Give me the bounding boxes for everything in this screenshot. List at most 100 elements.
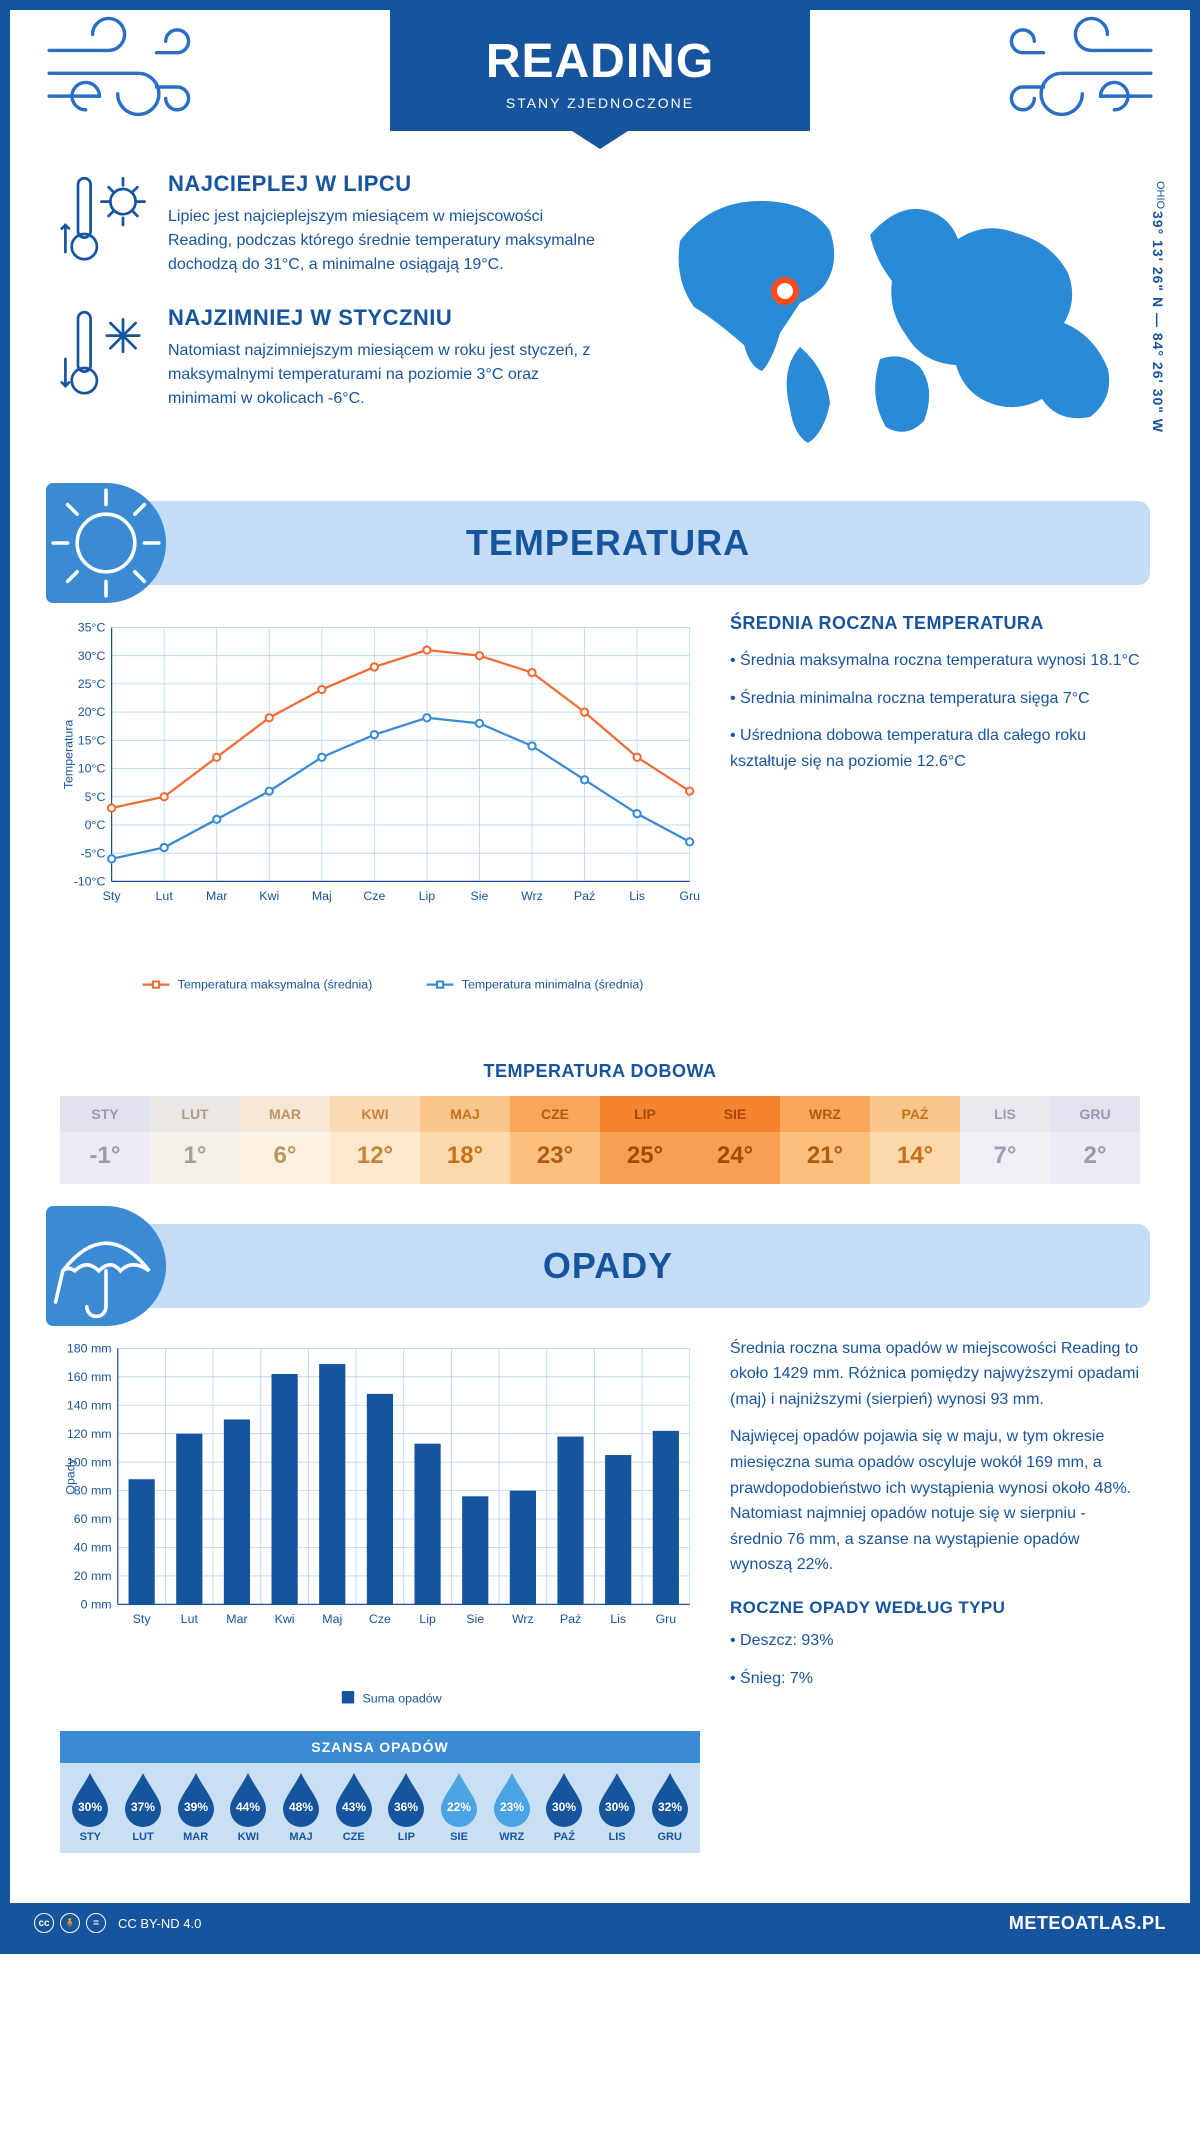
rain-chance-drop: 48%MAJ: [275, 1771, 328, 1843]
svg-text:36%: 36%: [394, 1800, 418, 1814]
svg-text:Temperatura maksymalna (średni: Temperatura maksymalna (średnia): [178, 978, 373, 992]
svg-text:Lis: Lis: [629, 889, 645, 903]
daily-temp-title: TEMPERATURA DOBOWA: [10, 1061, 1190, 1082]
brand-label: METEOATLAS.PL: [1009, 1913, 1166, 1934]
svg-text:22%: 22%: [447, 1800, 471, 1814]
svg-text:Wrz: Wrz: [512, 1612, 534, 1626]
svg-text:Maj: Maj: [322, 1612, 342, 1626]
rain-chance-title: SZANSA OPADÓW: [60, 1731, 700, 1763]
wind-icon-left: [40, 10, 200, 130]
thermometer-snow-icon: [60, 305, 150, 411]
wind-icon-right: [1000, 10, 1160, 130]
svg-text:30%: 30%: [78, 1800, 102, 1814]
rain-chance-drop: 36%LIP: [380, 1771, 433, 1843]
svg-text:Temperatura: Temperatura: [61, 720, 75, 790]
precip-chart-row: 0 mm20 mm40 mm60 mm80 mm100 mm120 mm140 …: [10, 1336, 1190, 1883]
svg-text:25°C: 25°C: [78, 677, 106, 691]
cc-icon: cc: [34, 1913, 54, 1933]
svg-text:180 mm: 180 mm: [67, 1341, 112, 1355]
by-icon: 🧍: [60, 1913, 80, 1933]
svg-text:43%: 43%: [342, 1800, 366, 1814]
precip-p2: Najwięcej opadów pojawia się w maju, w t…: [730, 1424, 1140, 1578]
temperature-section-header: TEMPERATURA: [50, 501, 1150, 585]
hottest-title: NAJCIEPLEJ W LIPCU: [168, 171, 600, 197]
svg-text:120 mm: 120 mm: [67, 1426, 112, 1440]
license-text: CC BY-ND 4.0: [118, 1916, 201, 1931]
svg-text:30°C: 30°C: [78, 649, 106, 663]
coords-label: 39° 13' 26" N — 84° 26' 30" W: [1150, 211, 1166, 433]
svg-text:0 mm: 0 mm: [81, 1597, 112, 1611]
svg-text:Lip: Lip: [419, 1612, 436, 1626]
summary-map-row: NAJCIEPLEJ W LIPCU Lipiec jest najcieple…: [10, 131, 1190, 481]
svg-text:Lis: Lis: [610, 1612, 626, 1626]
svg-text:48%: 48%: [289, 1800, 313, 1814]
hottest-text: Lipiec jest najcieplejszym miesiącem w m…: [168, 205, 600, 277]
daily-temp-cell: MAJ18°: [420, 1096, 510, 1184]
rain-chance-drop: 23%WRZ: [485, 1771, 538, 1843]
svg-text:5°C: 5°C: [85, 790, 106, 804]
daily-temp-cell: KWI12°: [330, 1096, 420, 1184]
daily-temp-cell: STY-1°: [60, 1096, 150, 1184]
svg-text:Sie: Sie: [466, 1612, 484, 1626]
daily-temp-cell: MAR6°: [240, 1096, 330, 1184]
hottest-block: NAJCIEPLEJ W LIPCU Lipiec jest najcieple…: [60, 171, 600, 277]
svg-text:44%: 44%: [236, 1800, 260, 1814]
svg-text:23%: 23%: [500, 1800, 524, 1814]
svg-text:Kwi: Kwi: [259, 889, 279, 903]
svg-text:40 mm: 40 mm: [74, 1540, 112, 1554]
thermometer-sun-icon: [60, 171, 150, 277]
summary-column: NAJCIEPLEJ W LIPCU Lipiec jest najcieple…: [60, 171, 600, 451]
rain-chance-drop: 44%KWI: [222, 1771, 275, 1843]
svg-text:37%: 37%: [131, 1800, 155, 1814]
coldest-block: NAJZIMNIEJ W STYCZNIU Natomiast najzimni…: [60, 305, 600, 411]
rain-chance-drop: 22%SIE: [433, 1771, 486, 1843]
license-block: cc 🧍 = CC BY-ND 4.0: [34, 1913, 201, 1933]
daily-temp-cell: SIE24°: [690, 1096, 780, 1184]
svg-text:60 mm: 60 mm: [74, 1512, 112, 1526]
precip-p1: Średnia roczna suma opadów w miejscowośc…: [730, 1336, 1140, 1413]
svg-text:15°C: 15°C: [78, 733, 106, 747]
rain-chance-drop: 30%STY: [64, 1771, 117, 1843]
svg-text:Lut: Lut: [156, 889, 174, 903]
daily-temp-cell: LIP25°: [600, 1096, 690, 1184]
state-label: OHIO: [1154, 181, 1166, 209]
temperature-chart-row: -10°C-5°C0°C5°C10°C15°C20°C25°C30°C35°CS…: [10, 613, 1190, 1051]
page-subtitle: STANY ZJEDNOCZONE: [390, 95, 810, 111]
svg-text:Cze: Cze: [369, 1612, 391, 1626]
page-title: READING: [390, 34, 810, 89]
svg-text:Paź: Paź: [560, 1612, 581, 1626]
svg-text:Lut: Lut: [181, 1612, 199, 1626]
temp-stat-bullet: • Średnia maksymalna roczna temperatura …: [730, 648, 1140, 674]
precip-type-item: • Śnieg: 7%: [730, 1666, 1140, 1692]
svg-text:30%: 30%: [552, 1800, 576, 1814]
daily-temp-cell: CZE23°: [510, 1096, 600, 1184]
svg-text:20°C: 20°C: [78, 705, 106, 719]
rain-chance-drop: 39%MAR: [169, 1771, 222, 1843]
daily-temp-table: STY-1°LUT1°MAR6°KWI12°MAJ18°CZE23°LIP25°…: [60, 1096, 1140, 1184]
daily-temp-cell: WRZ21°: [780, 1096, 870, 1184]
svg-text:Sie: Sie: [471, 889, 489, 903]
svg-text:Gru: Gru: [679, 889, 700, 903]
svg-text:30%: 30%: [605, 1800, 629, 1814]
rain-chance-drop: 30%LIS: [591, 1771, 644, 1843]
svg-text:Paź: Paź: [574, 889, 595, 903]
svg-text:Suma opadów: Suma opadów: [362, 1691, 441, 1705]
world-map: OHIO 39° 13' 26" N — 84° 26' 30" W: [640, 171, 1140, 451]
svg-text:-5°C: -5°C: [81, 846, 106, 860]
rain-chance-drop: 37%LUT: [117, 1771, 170, 1843]
temperature-stats: ŚREDNIA ROCZNA TEMPERATURA • Średnia mak…: [730, 613, 1140, 1021]
svg-text:0°C: 0°C: [85, 818, 106, 832]
temp-stat-bullet: • Średnia minimalna roczna temperatura s…: [730, 686, 1140, 712]
svg-text:Kwi: Kwi: [275, 1612, 295, 1626]
svg-text:Sty: Sty: [103, 889, 122, 903]
svg-text:160 mm: 160 mm: [67, 1370, 112, 1384]
svg-text:Wrz: Wrz: [521, 889, 543, 903]
svg-text:Sty: Sty: [133, 1612, 152, 1626]
temperature-title: TEMPERATURA: [66, 522, 1150, 564]
svg-text:Opady: Opady: [63, 1457, 77, 1494]
rain-chance-drop: 30%PAŹ: [538, 1771, 591, 1843]
precip-type-title: ROCZNE OPADY WEDŁUG TYPU: [730, 1598, 1140, 1618]
svg-text:140 mm: 140 mm: [67, 1398, 112, 1412]
rain-chance-drop: 32%GRU: [643, 1771, 696, 1843]
svg-text:Lip: Lip: [419, 889, 436, 903]
